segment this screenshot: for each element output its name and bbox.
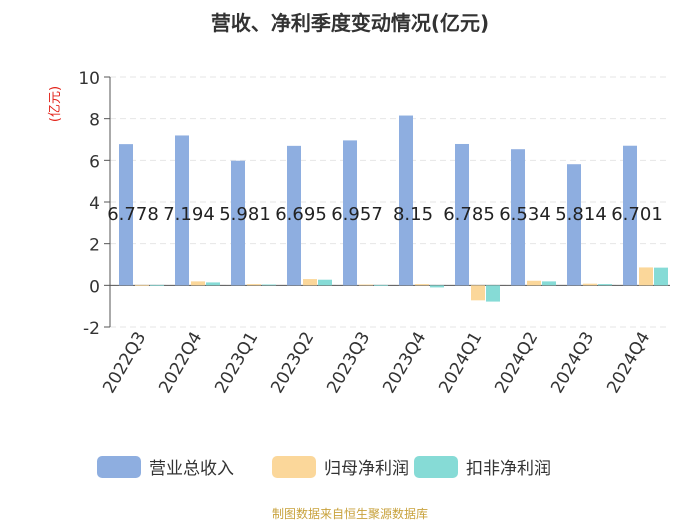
bar-net-profit (639, 267, 653, 286)
y-tick-label: 4 (89, 194, 100, 214)
bar-net-profit (415, 284, 429, 286)
bar-deducted-profit (654, 267, 668, 286)
bar-deducted-profit (318, 279, 332, 286)
bar-net-profit (135, 284, 149, 286)
chart-title: 营收、净利季度变动情况(亿元) (211, 11, 489, 35)
data-labels: 6.778 7.194 5.981 6.695 6.957 8.15 6.785 6.534 5… (107, 204, 663, 225)
bar-deducted-profit (374, 284, 388, 286)
bar-deducted-profit (486, 285, 500, 302)
bar-net-profit (247, 284, 261, 286)
source-footer: 制图数据来自恒生聚源数据库 (272, 506, 428, 521)
bar-deducted-profit (262, 284, 276, 286)
bar-revenue (287, 145, 301, 286)
bar-net-profit (303, 279, 317, 286)
legend-swatch (97, 456, 141, 478)
bar-revenue (399, 115, 413, 286)
x-tick-label: 2023Q1 (211, 329, 262, 397)
data-label: 5.814 (555, 204, 607, 225)
bar-deducted-profit (598, 284, 612, 286)
data-label: 8.15 (393, 204, 433, 225)
bar-revenue (119, 144, 133, 286)
bar-revenue (343, 140, 357, 286)
bar-net-profit (359, 284, 373, 286)
data-label: 6.695 (275, 204, 327, 225)
bar-revenue (567, 164, 581, 286)
bar-net-profit (471, 285, 485, 301)
y-axis-ticks: -2 0 2 4 6 8 10 (78, 69, 670, 339)
y-tick-label: 0 (89, 277, 100, 297)
x-tick-label: 2022Q4 (155, 329, 206, 397)
legend-label: 营业总收入 (149, 459, 234, 479)
x-tick-label: 2024Q2 (491, 329, 542, 397)
data-label: 6.701 (611, 204, 663, 225)
bar-deducted-profit (542, 281, 556, 286)
data-label: 6.957 (331, 204, 383, 225)
data-label: 7.194 (163, 204, 215, 225)
y-tick-label: -2 (83, 319, 100, 339)
bar-revenue (511, 149, 525, 286)
bar-net-profit (583, 283, 597, 286)
bars (119, 115, 668, 302)
bar-deducted-profit (206, 282, 220, 286)
x-tick-label: 2023Q2 (267, 329, 318, 397)
bar-revenue (231, 160, 245, 286)
data-label: 6.785 (443, 204, 495, 225)
bar-revenue (623, 145, 637, 286)
legend-label: 归母净利润 (324, 459, 409, 479)
bar-deducted-profit (150, 284, 164, 286)
legend: 营业总收入 归母净利润 扣非净利润 (97, 456, 551, 479)
y-tick-label: 10 (78, 69, 100, 89)
data-label: 5.981 (219, 204, 271, 225)
legend-swatch (414, 456, 458, 478)
x-tick-label: 2024Q4 (603, 329, 654, 397)
data-label: 6.778 (107, 204, 159, 225)
x-tick-label: 2024Q1 (435, 329, 486, 397)
y-axis-label: (亿元) (48, 86, 63, 122)
y-tick-label: 6 (89, 152, 100, 172)
bar-deducted-profit (430, 285, 444, 288)
x-tick-label: 2024Q3 (547, 329, 598, 397)
legend-label: 扣非净利润 (466, 459, 551, 479)
y-tick-label: 2 (89, 236, 100, 256)
x-tick-label: 2023Q3 (323, 329, 374, 397)
grid-lines (110, 76, 670, 328)
x-axis-ticks: 2022Q3 2022Q4 2023Q1 2023Q2 2023Q3 2023Q4 2024… (99, 329, 654, 397)
bar-revenue (455, 143, 469, 286)
bar-revenue (175, 135, 189, 286)
data-label: 6.534 (499, 204, 551, 225)
x-tick-label: 2022Q3 (99, 329, 150, 397)
bar-net-profit (191, 281, 205, 286)
bar-net-profit (527, 280, 541, 286)
legend-swatch (272, 456, 316, 478)
x-tick-label: 2023Q4 (379, 329, 430, 397)
y-tick-label: 8 (89, 111, 100, 131)
